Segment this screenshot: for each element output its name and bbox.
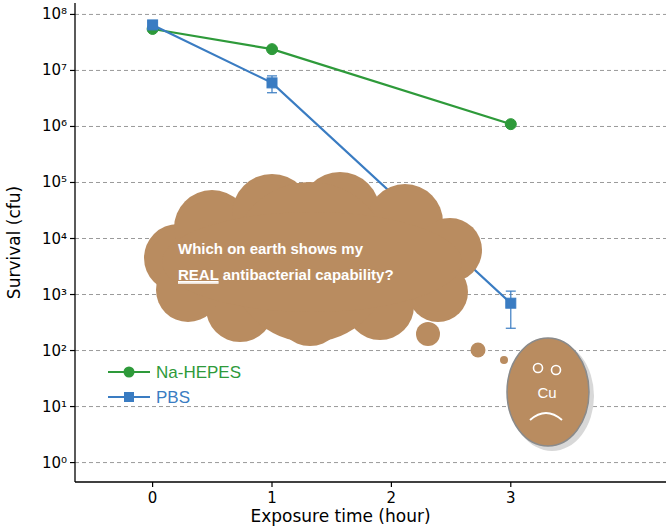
y-tick-label: 10⁶ (42, 117, 67, 135)
annotation-emphasis: REAL (178, 266, 219, 283)
y-tick-label: 10⁴ (42, 230, 67, 248)
thought-bubble (471, 343, 486, 358)
y-tick (70, 462, 75, 463)
error-cap (506, 328, 516, 329)
y-axis-title: Survival (cfu) (4, 186, 24, 299)
grid-line (75, 126, 666, 127)
legend-label: PBS (156, 388, 190, 407)
coin-eye (534, 364, 543, 373)
underline (178, 282, 219, 283)
y-tick (70, 238, 75, 239)
y-tick-label: 10¹ (42, 398, 67, 416)
data-point (267, 78, 277, 88)
x-axis-title: Exposure time (hour) (250, 506, 430, 526)
error-stem (510, 291, 511, 328)
grid-line (75, 182, 666, 183)
data-point (148, 20, 158, 30)
legend-label: Na-HEPES (156, 363, 241, 382)
legend-marker (124, 392, 134, 402)
annotation-text: antibacterial capability? (219, 266, 394, 283)
y-tick (70, 70, 75, 71)
coin-face (507, 338, 589, 446)
y-tick (70, 350, 75, 351)
error-cap (506, 291, 516, 292)
grid-line (75, 70, 666, 71)
y-tick (70, 294, 75, 295)
y-tick-label: 10⁰ (42, 454, 67, 472)
annotation-text: Which on earth shows my (178, 240, 364, 257)
data-point (505, 119, 516, 130)
grid-line (75, 350, 666, 351)
coin-mouth (530, 413, 562, 420)
chart-svg: 10⁰ 10¹ 10² 10³ 10⁴ 10⁵ 10⁶ 10⁷ 10⁸ 0 1 2 3 Exposure … (0, 0, 671, 526)
coin-label: Cu (537, 384, 556, 401)
x-tick-label: 0 (148, 489, 158, 507)
annotation-line: REAL antibacterial capability? (178, 266, 394, 283)
legend-marker (124, 367, 135, 378)
error-cap (267, 92, 277, 93)
legend: Na-HEPES PBS (108, 363, 241, 407)
data-point (267, 44, 278, 55)
series-line (153, 29, 511, 124)
coin-eye (552, 366, 561, 375)
chart-container: 10⁰ 10¹ 10² 10³ 10⁴ 10⁵ 10⁶ 10⁷ 10⁸ 0 1 2 3 Exposure … (0, 0, 671, 526)
y-axis (74, 3, 75, 482)
error-cap (267, 75, 277, 76)
x-tick-label: 3 (506, 489, 516, 507)
y-tick (70, 126, 75, 127)
x-tick-label: 1 (267, 489, 277, 507)
y-tick-label: 10⁷ (42, 61, 67, 79)
y-tick-label: 10⁸ (42, 5, 67, 23)
copper-coin (507, 338, 594, 451)
data-point (506, 298, 516, 308)
x-tick (510, 482, 511, 487)
x-tick (152, 482, 153, 487)
y-tick (70, 182, 75, 183)
y-tick (70, 406, 75, 407)
grid-line (75, 14, 666, 15)
thought-bubble (416, 322, 440, 346)
error-bar (267, 76, 277, 93)
y-tick (70, 14, 75, 15)
x-tick-label: 2 (387, 489, 397, 507)
thought-bubble (500, 356, 508, 364)
x-tick (391, 482, 392, 487)
grid-line (75, 462, 666, 463)
y-tick-label: 10² (42, 342, 67, 360)
thought-cloud (144, 172, 508, 364)
y-tick-label: 10⁵ (42, 173, 67, 191)
cloud-part (162, 212, 462, 312)
x-axis (75, 481, 666, 482)
error-bar (506, 291, 516, 328)
y-tick-label: 10³ (42, 286, 67, 304)
x-tick (271, 482, 272, 487)
data-group (147, 20, 516, 328)
